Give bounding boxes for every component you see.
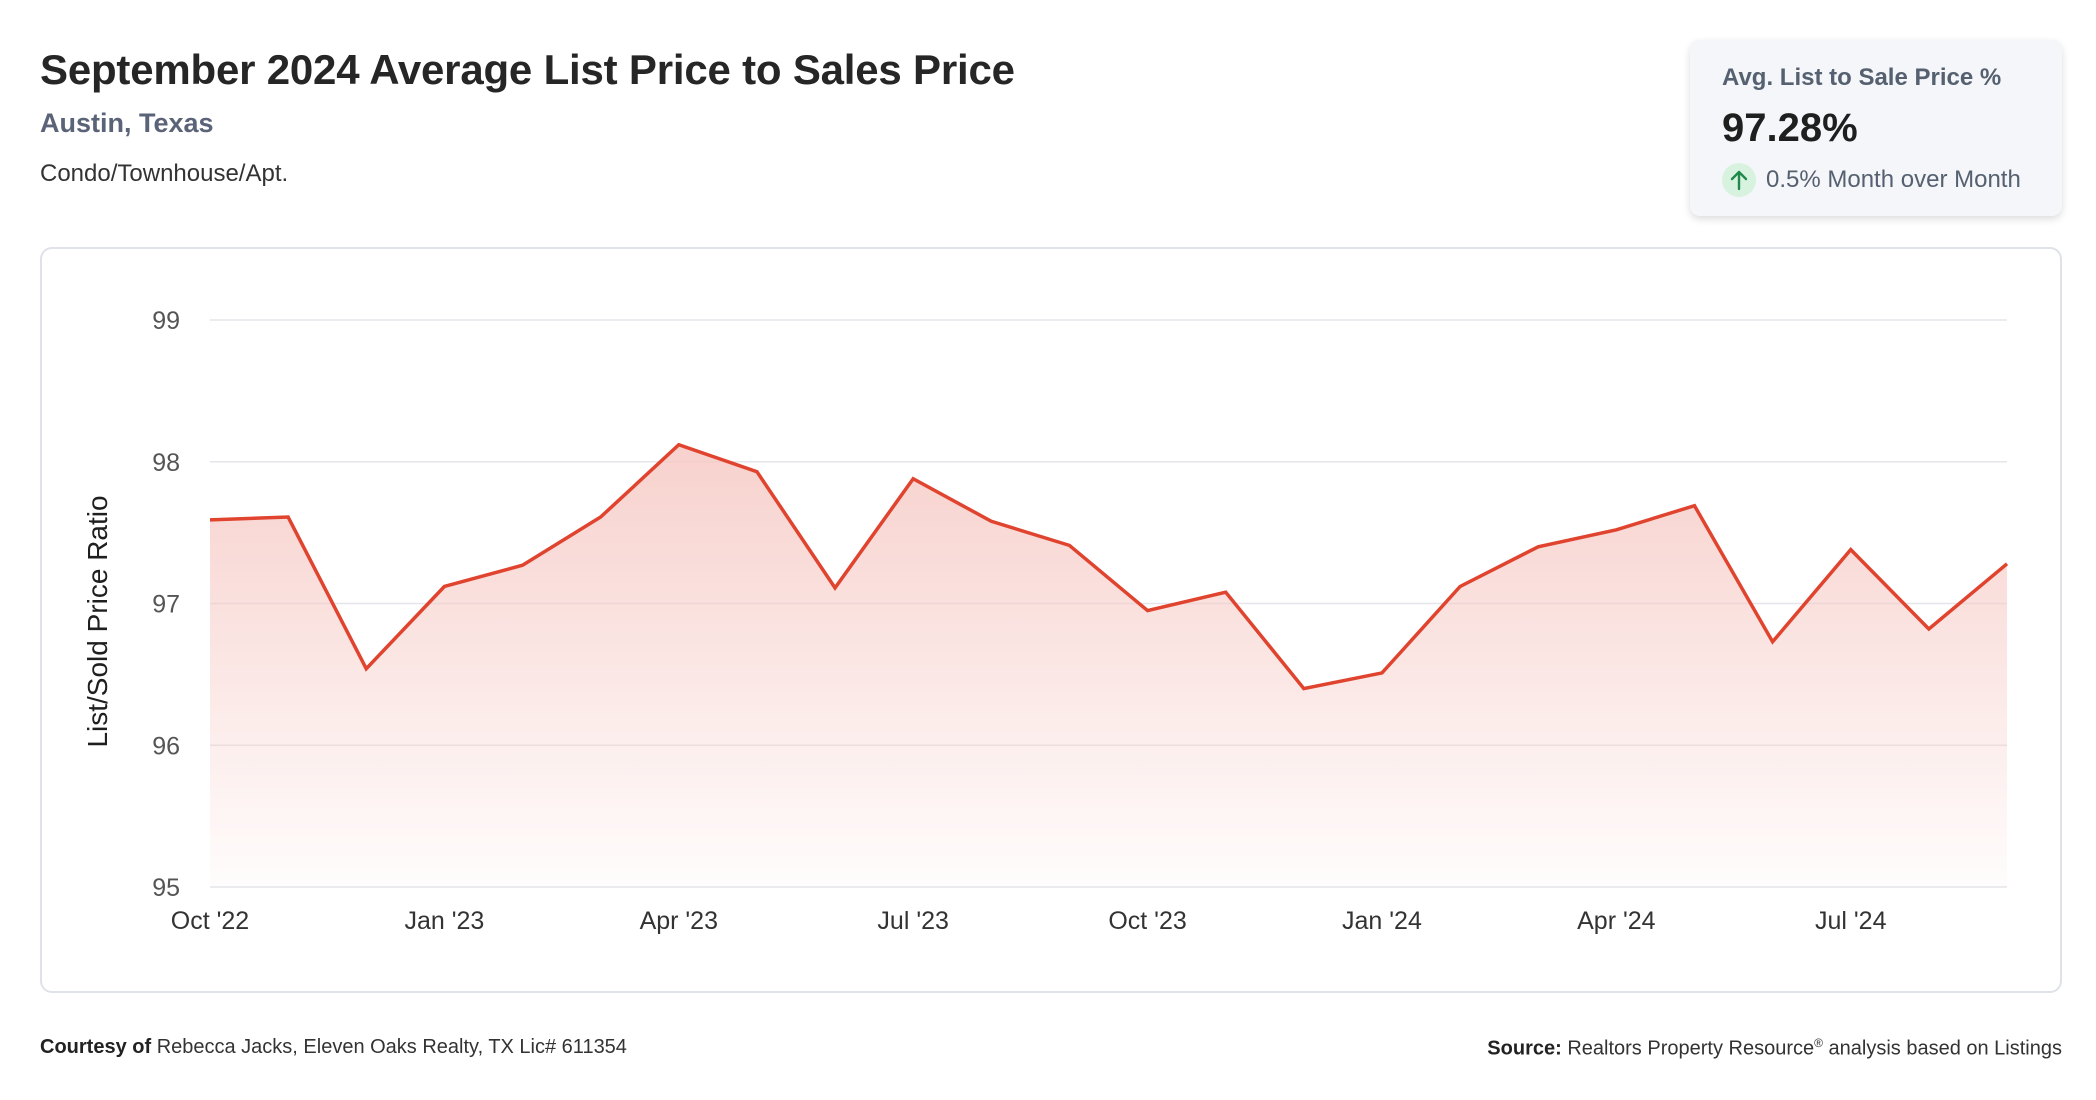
series-line	[209, 442, 2009, 691]
x-tick-label: Oct '23	[1108, 907, 1186, 935]
source-text: Realtors Property Resource	[1567, 1037, 1815, 1060]
kpi-card: Avg. List to Sale Price % 97.28% 0.5% Mo…	[1690, 40, 2062, 216]
chart-panel: 95 96 97 98 99 Oct '22 Jan '23 Apr '23 Jul '23 Oc…	[40, 247, 2062, 993]
price-ratio-chart: 95 96 97 98 99 Oct '22 Jan '23 Apr '23 Jul '23 Oc…	[82, 307, 2009, 935]
page-title: September 2024 Average List Price to Sal…	[40, 46, 1015, 93]
kpi-change: 0.5% Month over Month	[1722, 163, 2030, 197]
source-text-2: analysis based on Listings	[1822, 1037, 2063, 1060]
courtesy-footer: Courtesy of Rebecca Jacks, Eleven Oaks R…	[40, 1036, 627, 1059]
property-segment: Condo/Townhouse/Apt.	[40, 160, 289, 187]
x-tick-label: Jul '23	[877, 907, 948, 935]
kpi-change-text: 0.5% Month over Month	[1766, 166, 2021, 193]
x-tick-label: Jan '24	[1342, 907, 1422, 935]
source-footer: Source: Realtors Property Resource® anal…	[1487, 1036, 2062, 1061]
y-tick-label: 99	[152, 307, 180, 335]
courtesy-text: Rebecca Jacks, Eleven Oaks Realty, TX Li…	[156, 1036, 627, 1058]
arrow-up-icon	[1722, 163, 1756, 197]
x-tick-label: Oct '22	[171, 907, 249, 935]
y-axis-label: List/Sold Price Ratio	[82, 495, 113, 747]
y-tick-label: 96	[152, 732, 180, 760]
courtesy-label: Courtesy of	[40, 1036, 152, 1058]
y-tick-label: 97	[152, 591, 180, 619]
series-area	[210, 444, 2007, 887]
y-tick-label: 98	[152, 449, 180, 477]
kpi-value: 97.28%	[1722, 106, 1858, 150]
x-tick-label: Jan '23	[404, 907, 484, 935]
x-tick-label: Jul '24	[1815, 907, 1887, 935]
registered-mark: ®	[1814, 1036, 1823, 1050]
kpi-label: Avg. List to Sale Price %	[1722, 64, 2002, 91]
source-label: Source:	[1487, 1037, 1562, 1060]
x-tick-label: Apr '23	[640, 907, 718, 935]
location-subtitle: Austin, Texas	[40, 108, 214, 138]
x-tick-label: Apr '24	[1577, 907, 1656, 935]
y-tick-label: 95	[152, 874, 180, 902]
